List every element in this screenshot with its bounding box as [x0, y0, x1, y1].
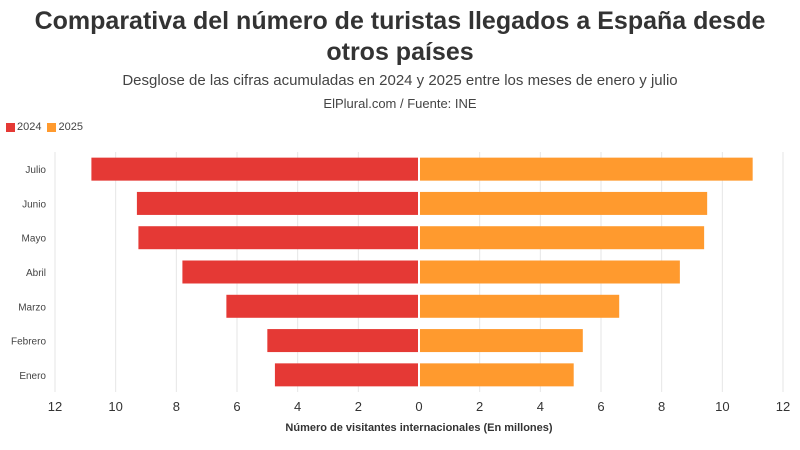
category-label: Marzo — [18, 302, 46, 313]
chart-subtitle: Desglose de las cifras acumuladas en 202… — [122, 72, 678, 89]
x-tick-label: 2 — [476, 399, 483, 414]
bar-2025-mayo — [419, 226, 705, 250]
chart-source: ElPlural.com / Fuente: INE — [323, 96, 477, 111]
x-tick-label: 0 — [415, 399, 422, 414]
bar-2025-julio — [419, 157, 753, 181]
bar-2024-febrero — [267, 329, 419, 353]
bar-2024-marzo — [226, 294, 419, 318]
bar-2025-marzo — [419, 294, 620, 318]
category-label: Febrero — [11, 337, 46, 348]
legend-swatch-2024 — [6, 122, 15, 132]
x-tick-label: 4 — [537, 399, 544, 414]
x-tick-label: 8 — [658, 399, 665, 414]
legend-item-2025[interactable]: 2025 — [47, 121, 83, 133]
bar-2025-febrero — [419, 329, 583, 353]
legend-label-2025: 2025 — [58, 121, 83, 133]
x-tick-label: 12 — [776, 399, 790, 414]
legend-item-2024[interactable]: 2024 — [6, 121, 41, 133]
legend: 2024 2025 — [6, 121, 83, 133]
bar-2025-junio — [419, 191, 708, 215]
x-tick-label: 10 — [108, 399, 122, 414]
bar-2024-abril — [182, 260, 419, 284]
category-label: Abril — [26, 268, 46, 279]
chart-title: Comparativa del número de turistas llega… — [34, 7, 766, 66]
bar-2024-julio — [91, 157, 420, 181]
category-label: Junio — [22, 199, 46, 210]
category-label: Mayo — [22, 234, 47, 245]
x-axis-title: Número de visitantes internacionales (En… — [285, 422, 552, 434]
x-tick-label: 4 — [294, 399, 301, 414]
x-tick-label: 2 — [355, 399, 362, 414]
x-tick-label: 6 — [597, 399, 604, 414]
category-label: Julio — [25, 165, 46, 176]
bar-2024-enero — [274, 363, 419, 387]
legend-label-2024: 2024 — [17, 121, 42, 133]
bar-2024-junio — [136, 191, 419, 215]
x-tick-label: 12 — [48, 399, 62, 414]
x-tick-label: 10 — [715, 399, 729, 414]
x-tick-label: 6 — [233, 399, 240, 414]
x-tick-label: 8 — [173, 399, 180, 414]
legend-swatch-2025 — [47, 122, 57, 132]
bar-2024-mayo — [138, 226, 419, 250]
category-label: Enero — [19, 371, 46, 382]
bar-2025-abril — [419, 260, 680, 284]
bar-2025-enero — [419, 363, 574, 387]
